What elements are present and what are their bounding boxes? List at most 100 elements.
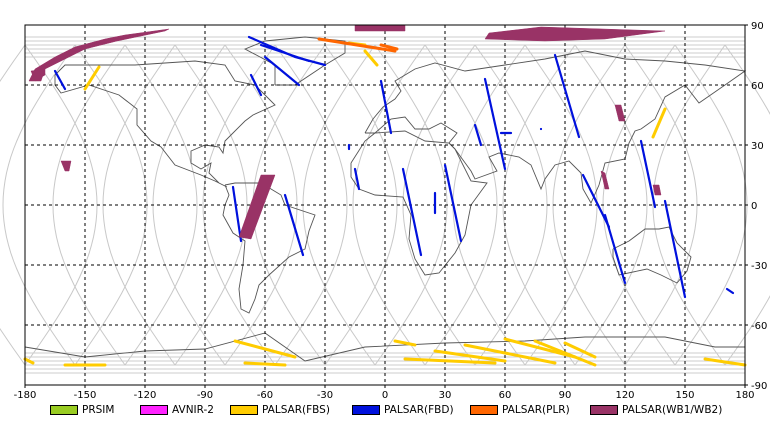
- orbit-track: [124, 44, 198, 366]
- data-swath: [379, 79, 393, 135]
- y-tick-label: -60: [751, 321, 767, 332]
- data-swath: [503, 337, 577, 359]
- y-tick-label: 0: [751, 201, 757, 212]
- data-swath: [473, 123, 483, 147]
- legend-item-palsar-fbd: PALSAR(FBD): [352, 403, 454, 417]
- data-swath: [249, 73, 263, 97]
- data-swath: [353, 167, 361, 191]
- orbit-track: [424, 44, 498, 366]
- orbit-track: [2, 44, 76, 366]
- y-tick-label: -30: [751, 261, 767, 272]
- orbit-track: [274, 44, 348, 366]
- data-swath: [563, 341, 597, 359]
- legend-swatch: [140, 405, 168, 415]
- x-tick-label: 90: [559, 390, 572, 401]
- legend: PRSIM AVNIR-2 PALSAR(FBS) PALSAR(FBD) PA…: [0, 399, 770, 421]
- x-tick-label: 150: [675, 390, 694, 401]
- data-swath: [639, 139, 657, 209]
- legend-swatch: [352, 405, 380, 415]
- coastline: [243, 36, 346, 86]
- orbit-track: [52, 44, 126, 366]
- legend-item-palsar-fbs: PALSAR(FBS): [230, 403, 330, 417]
- data-swath: [30, 68, 46, 82]
- legend-swatch: [230, 405, 258, 415]
- x-tick-label: -30: [317, 390, 333, 401]
- legend-label: AVNIR-2: [172, 404, 214, 416]
- data-swath: [401, 167, 423, 257]
- data-swath: [317, 37, 397, 53]
- data-swath: [403, 357, 497, 365]
- data-swath: [243, 361, 287, 367]
- orbit-track: [352, 44, 426, 366]
- x-tick-label: -60: [257, 390, 273, 401]
- x-tick-label: -180: [14, 390, 37, 401]
- data-swath: [363, 49, 379, 67]
- legend-item-palsar-plr: PALSAR(PLR): [470, 403, 570, 417]
- data-swath: [533, 339, 597, 367]
- y-tick-label: -90: [751, 381, 767, 392]
- y-tick-label: 60: [751, 81, 764, 92]
- data-swath: [483, 77, 507, 171]
- coastline: [612, 226, 692, 284]
- legend-swatch: [50, 405, 78, 415]
- orbit-track: [652, 44, 726, 366]
- x-tick-label: -150: [74, 390, 97, 401]
- coastline: [222, 182, 316, 314]
- data-swath: [83, 65, 101, 91]
- legend-label: PALSAR(FBS): [262, 404, 330, 416]
- data-swath: [53, 69, 67, 91]
- y-tick-label: 30: [751, 141, 764, 152]
- data-swath: [393, 339, 417, 347]
- data-swath: [233, 339, 297, 359]
- data-swath: [443, 163, 463, 243]
- data-swath: [263, 55, 301, 87]
- legend-label: PALSAR(FBD): [384, 404, 454, 416]
- orbit-track: [0, 44, 26, 366]
- data-swath: [231, 185, 243, 243]
- data-swath: [28, 28, 170, 82]
- data-swath: [600, 170, 610, 190]
- data-swath: [581, 173, 611, 229]
- legend-item-palsar-wb: PALSAR(WB1/WB2): [590, 403, 722, 417]
- data-swath: [651, 107, 667, 139]
- data-swath: [463, 343, 557, 365]
- data-swath: [652, 184, 662, 196]
- x-tick-label: 180: [735, 390, 754, 401]
- data-swath: [484, 26, 666, 42]
- coastline: [350, 130, 488, 276]
- orbit-track: [724, 44, 770, 366]
- data-swath: [60, 160, 72, 172]
- legend-label: PALSAR(PLR): [502, 404, 570, 416]
- data-swath: [614, 104, 626, 122]
- orbit-track: [574, 44, 648, 366]
- legend-label: PRSIM: [82, 404, 115, 416]
- data-swath: [283, 193, 305, 257]
- tick-labels: -180 -150 -120 -90 -60 -30 0 30 60 90 120 150 180 90 6…: [14, 21, 768, 401]
- data-swath: [354, 24, 406, 32]
- data-swath: [379, 43, 399, 51]
- coastline: [54, 60, 276, 188]
- x-tick-label: 120: [615, 390, 634, 401]
- data-swath: [553, 53, 581, 139]
- acquisition-swaths: [23, 24, 747, 367]
- x-tick-label: -120: [134, 390, 157, 401]
- data-swath: [238, 174, 276, 240]
- legend-swatch: [590, 405, 618, 415]
- data-swath: [703, 357, 747, 367]
- y-tick-label: 90: [751, 21, 764, 32]
- grid-lines: [25, 25, 745, 385]
- legend-item-avnir2: AVNIR-2: [140, 403, 214, 417]
- data-swath: [433, 349, 507, 363]
- legend-item-prsim: PRSIM: [50, 403, 114, 417]
- data-swath: [23, 357, 35, 365]
- legend-swatch: [470, 405, 498, 415]
- data-swath: [663, 199, 687, 299]
- x-tick-label: 0: [382, 390, 388, 401]
- data-swath: [259, 43, 311, 63]
- x-tick-label: -90: [197, 390, 213, 401]
- data-swath: [725, 287, 735, 295]
- x-tick-label: 30: [439, 390, 452, 401]
- x-tick-label: 60: [499, 390, 512, 401]
- data-swath: [603, 213, 627, 285]
